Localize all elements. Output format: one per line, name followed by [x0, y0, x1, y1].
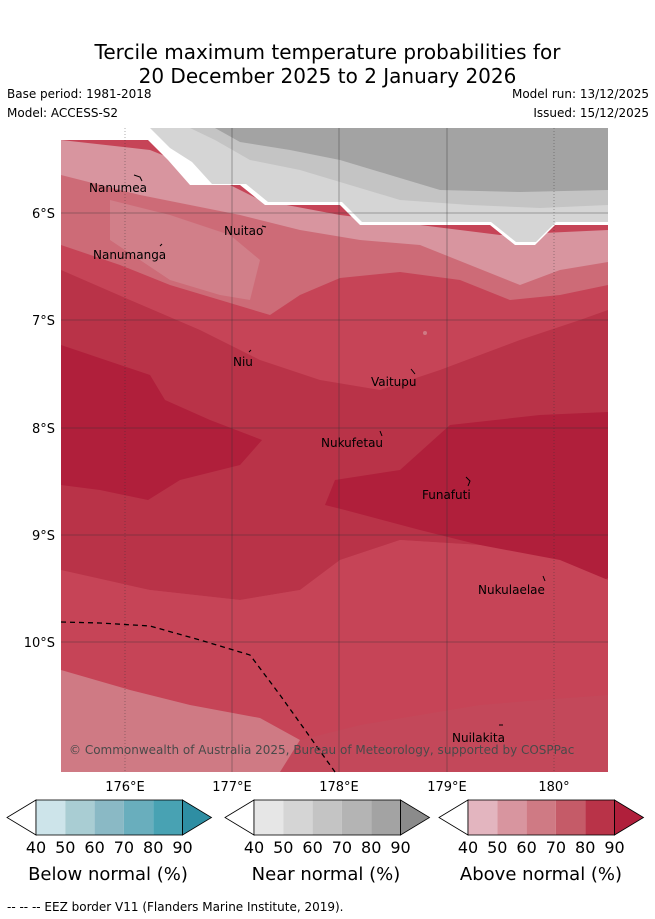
lon-tick-179e: 179°E [427, 780, 467, 795]
label-niu: Niu [233, 355, 253, 369]
model-name: Model: ACCESS-S2 [7, 106, 119, 120]
near-legend-frame [253, 799, 401, 836]
near-legend-swatch [341, 800, 372, 835]
above-legend-tick: 60 [516, 838, 536, 857]
below-legend-tick: 70 [114, 838, 134, 857]
nukulaelae-island [542, 575, 546, 582]
above-legend-swatch [555, 800, 586, 835]
below-legend-swatch [123, 800, 154, 835]
below-legend-swatch [36, 800, 66, 835]
label-funafuti: Funafuti [422, 488, 471, 502]
below-legend-under-arrow [6, 799, 37, 836]
lat-tick-8s: 8°S [32, 422, 55, 437]
copyright-notice: © Commonwealth of Australia 2025, Bureau… [69, 743, 574, 757]
near-legend-over-arrow [400, 799, 431, 836]
lon-tick-180: 180° [538, 780, 569, 795]
below-legend-swatch [65, 800, 95, 835]
base-period: Base period: 1981-2018 [7, 87, 152, 101]
field-near-80 [215, 128, 608, 192]
above-legend-over-arrow [614, 799, 645, 836]
below-legend-swatch [153, 800, 183, 835]
near-legend-swatch [371, 800, 401, 835]
field-above-60-southwest [61, 670, 330, 772]
longitude-ticks: 176°E 177°E 178°E 179°E 180° [105, 780, 569, 795]
probability-map [61, 128, 608, 772]
near-legend-tick: 50 [273, 838, 293, 857]
near-legend-swatch [283, 800, 313, 835]
model-run: Model run: 13/12/2025 [511, 87, 649, 101]
below-legend-tick: 90 [172, 838, 192, 857]
place-markers: Nanumea Nanumanga Nuitao Niu Vaitupu Nuk… [89, 174, 546, 745]
lat-tick-7s: 7°S [32, 314, 55, 329]
below-legend-tick: 50 [55, 838, 75, 857]
below-legend-frame [35, 799, 183, 836]
nanumea-island [133, 174, 143, 182]
below-legend-tick: 80 [143, 838, 163, 857]
above-legend-swatch [585, 800, 615, 835]
above-legend-swatch [497, 800, 527, 835]
legend-below-normal: 40 50 60 70 80 90 [6, 799, 213, 857]
above-legend-tick: 80 [575, 838, 595, 857]
title-line-2: 20 December 2025 to 2 January 2026 [138, 64, 517, 88]
label-nukulaelae: Nukulaelae [478, 583, 545, 597]
below-legend-over-arrow [182, 799, 213, 836]
vaitupu-island [410, 368, 416, 375]
label-nanumea: Nanumea [89, 181, 147, 195]
legend-near-normal: 40 50 60 70 80 90 [224, 799, 431, 857]
nanumanga-island [159, 243, 163, 247]
near-legend-tick: 60 [302, 838, 322, 857]
eez-footnote: -- -- -- EEZ border V11 (Flanders Marine… [7, 900, 344, 914]
nukufetau-island [379, 430, 383, 437]
field-above-60-inner [110, 200, 260, 300]
latitude-ticks: 6°S 7°S 8°S 9°S 10°S [24, 207, 55, 651]
near-legend-swatch [312, 800, 342, 835]
above-legend-tick: 90 [604, 838, 624, 857]
lon-tick-177e: 177°E [212, 780, 252, 795]
below-legend-swatch [94, 800, 124, 835]
label-nuitao: Nuitao [224, 224, 263, 238]
label-vaitupu: Vaitupu [371, 375, 417, 389]
near-legend-tick: 90 [390, 838, 410, 857]
nuitao-island [261, 225, 267, 228]
lon-tick-176e: 176°E [105, 780, 145, 795]
above-legend-tick: 50 [487, 838, 507, 857]
legend-below-title: Below normal (%) [28, 864, 188, 885]
small-island-dot [423, 331, 427, 335]
legend-near-title: Near normal (%) [252, 864, 401, 885]
field-above-90-east [325, 412, 608, 582]
near-legend-tick: 70 [332, 838, 352, 857]
map-title: Tercile maximum temperature probabilitie… [0, 40, 655, 88]
title-line-1: Tercile maximum temperature probabilitie… [94, 40, 561, 64]
near-legend-tick: 40 [244, 838, 264, 857]
near-legend-tick: 80 [361, 838, 381, 857]
eez-border [60, 621, 336, 773]
below-legend-tick: 60 [84, 838, 104, 857]
label-nukufetau: Nukufetau [321, 436, 383, 450]
issued-date: Issued: 15/12/2025 [533, 106, 649, 120]
lat-tick-9s: 9°S [32, 529, 55, 544]
above-legend-tick: 40 [458, 838, 478, 857]
below-legend-tick: 40 [26, 838, 46, 857]
lat-tick-6s: 6°S [32, 207, 55, 222]
label-nuilakita: Nuilakita [452, 731, 505, 745]
lon-tick-178e: 178°E [319, 780, 359, 795]
map-figure: Nanumea Nanumanga Nuitao Niu Vaitupu Nuk… [6, 128, 645, 885]
field-above-90-west [61, 345, 262, 500]
field-above-70-southeast [280, 695, 608, 772]
lat-tick-10s: 10°S [24, 636, 55, 651]
label-nanumanga: Nanumanga [93, 248, 166, 262]
legend-above-normal: 40 50 60 70 80 90 [438, 799, 645, 857]
near-legend-swatch [254, 800, 284, 835]
legend-above-title: Above normal (%) [460, 864, 622, 885]
graticule [61, 128, 608, 772]
above-legend-swatch [526, 800, 556, 835]
near-legend-under-arrow [224, 799, 255, 836]
above-legend-frame [467, 799, 615, 836]
funafuti-island [465, 476, 471, 487]
above-legend-tick: 70 [546, 838, 566, 857]
niu-island [248, 349, 252, 353]
above-legend-under-arrow [438, 799, 469, 836]
above-legend-swatch [468, 800, 498, 835]
